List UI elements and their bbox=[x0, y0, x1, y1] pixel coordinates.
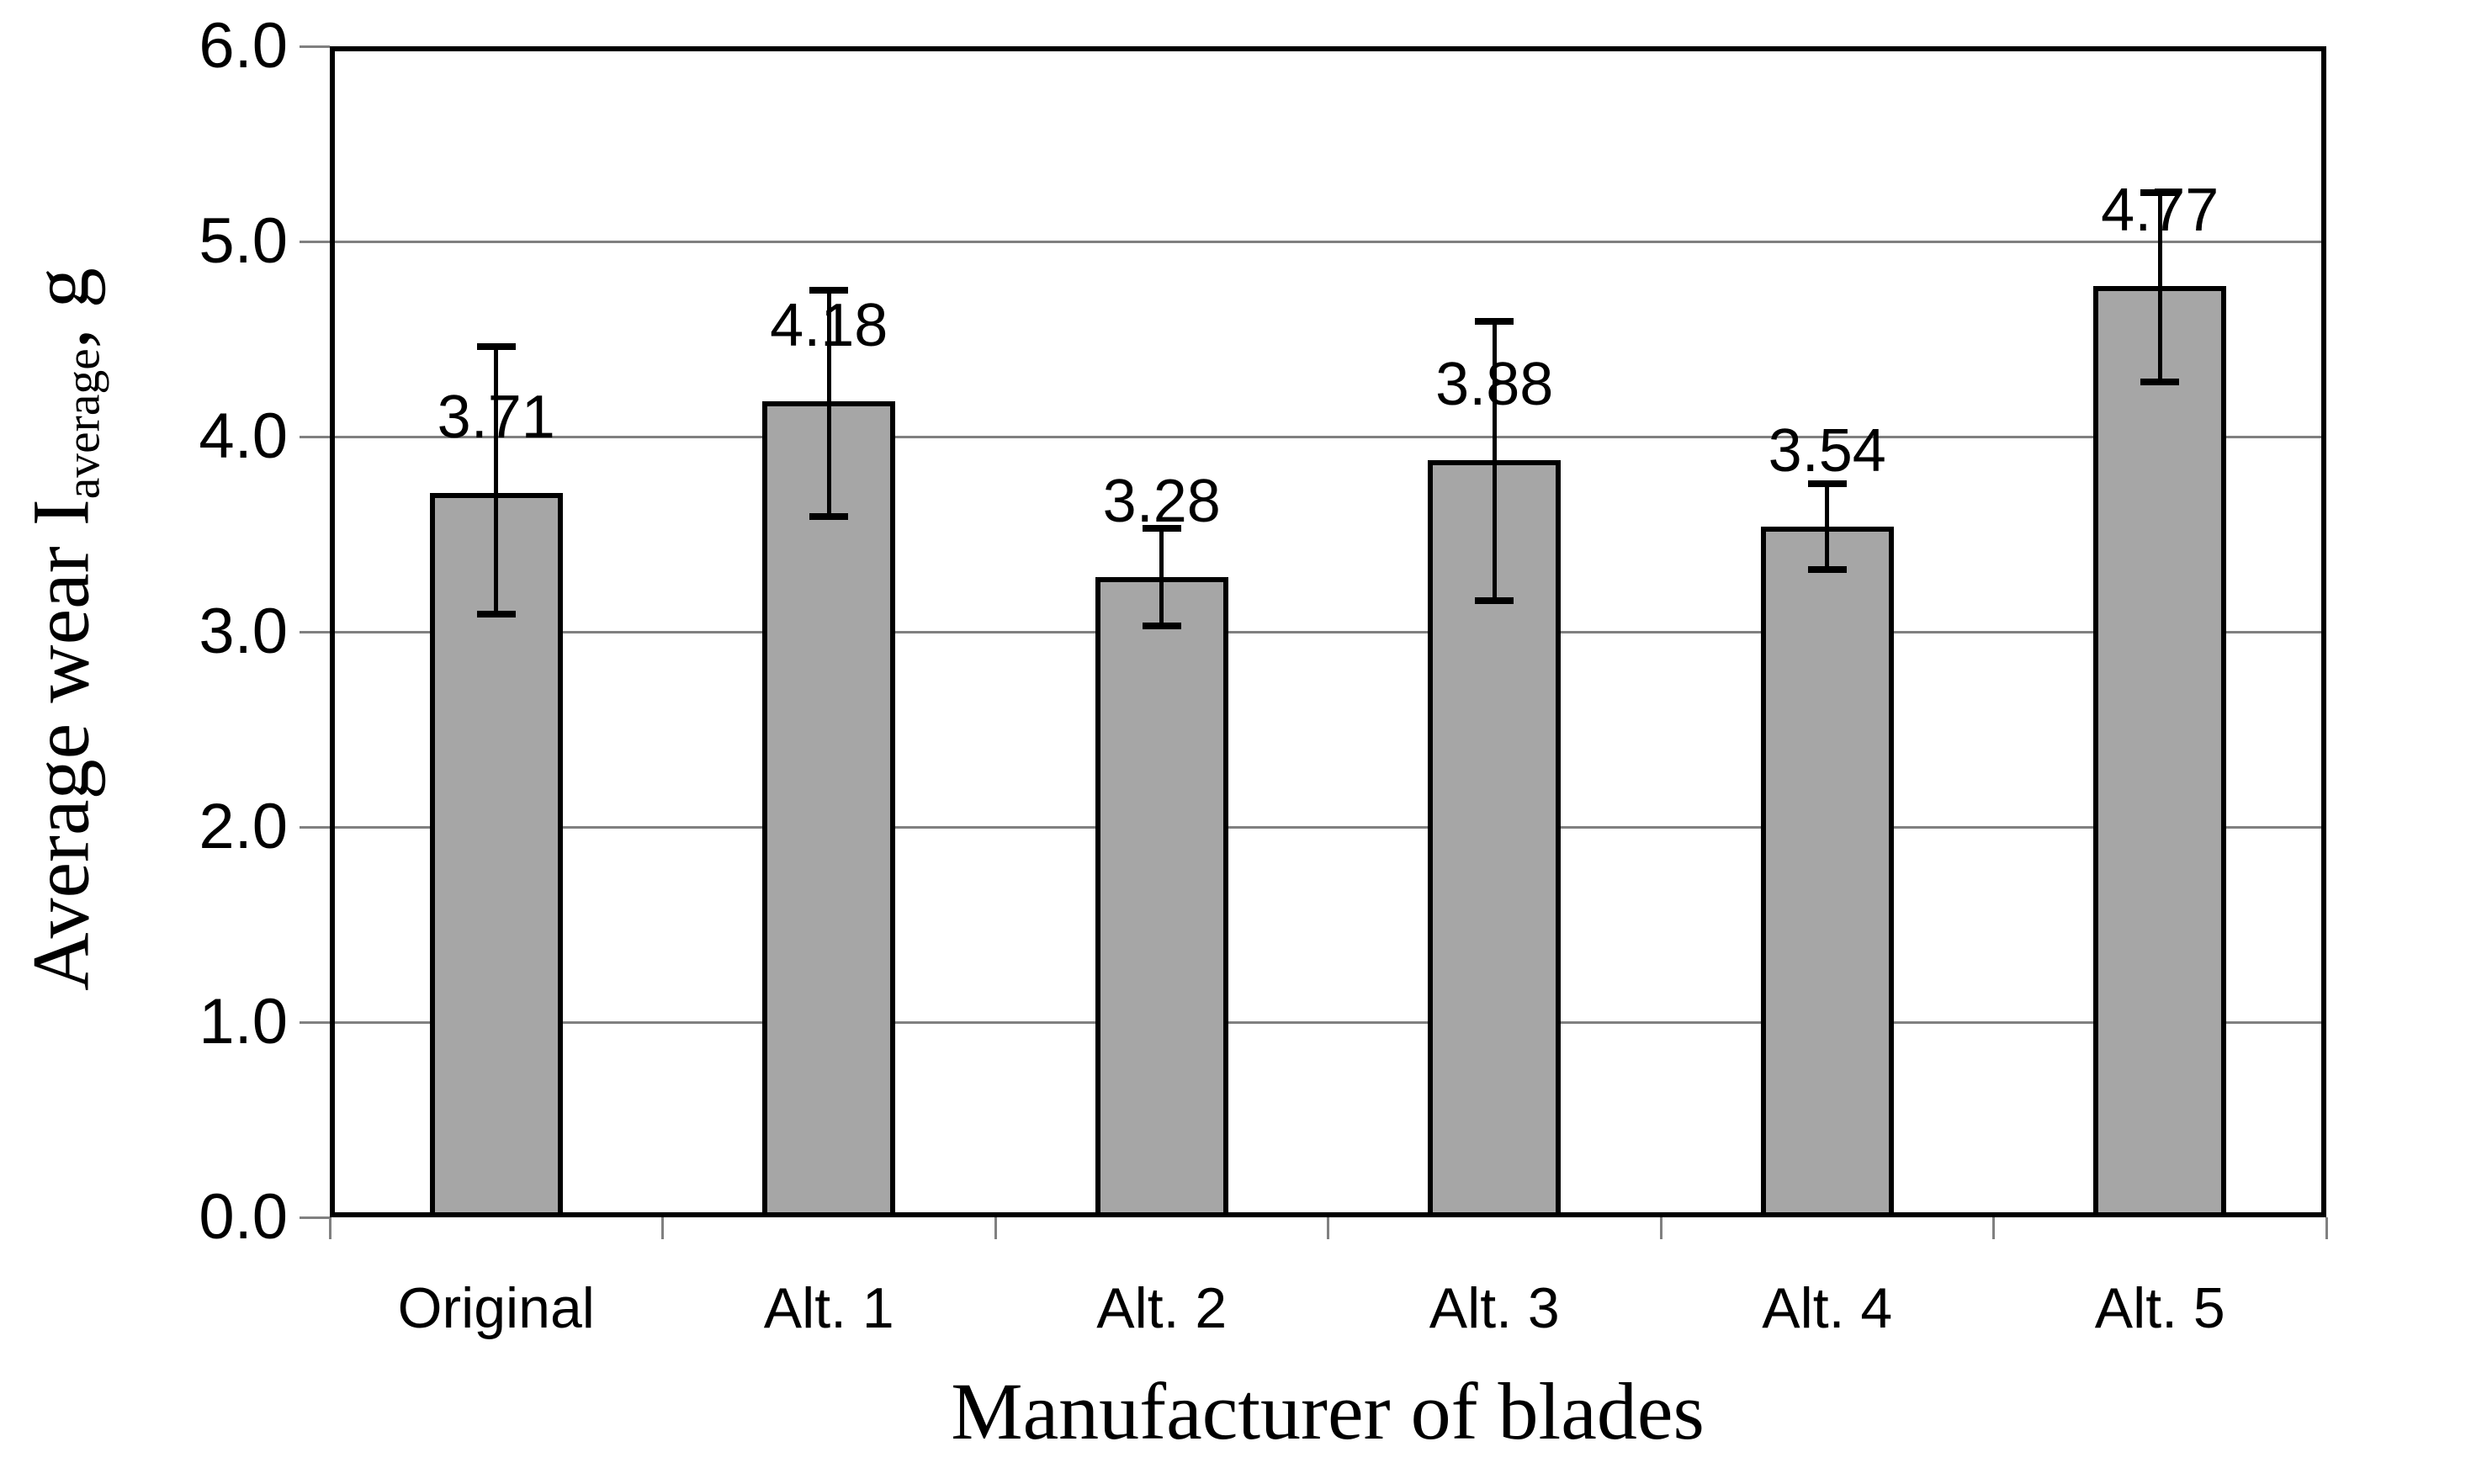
error-bar-whisker bbox=[2157, 193, 2162, 383]
x-tick-label: Alt. 5 bbox=[2094, 1276, 2225, 1340]
error-bar-upper-cap bbox=[1142, 525, 1181, 533]
y-tick-mark bbox=[300, 435, 330, 438]
error-bar-lower-cap bbox=[476, 611, 516, 618]
x-tick-label: Alt. 2 bbox=[1096, 1276, 1228, 1340]
y-tick-mark bbox=[300, 45, 330, 48]
plot-frame bbox=[330, 46, 2326, 1217]
y-tick-mark bbox=[300, 1020, 330, 1024]
error-bar-lower-cap bbox=[1807, 565, 1847, 573]
gridline bbox=[335, 240, 2321, 243]
x-tick-mark bbox=[2325, 1217, 2328, 1239]
error-bar-whisker bbox=[1159, 528, 1164, 627]
x-tick-label: Alt. 1 bbox=[763, 1276, 894, 1340]
y-axis-title-suffix: , g bbox=[15, 268, 106, 349]
bar-value-label: 3.88 bbox=[1435, 350, 1554, 418]
y-tick-mark bbox=[300, 825, 330, 829]
bar bbox=[1095, 577, 1228, 1217]
error-bar-upper-cap bbox=[1807, 480, 1847, 487]
gridline bbox=[335, 1020, 2321, 1024]
error-bar-upper-cap bbox=[476, 343, 516, 351]
bar-value-label: 4.18 bbox=[770, 292, 888, 360]
bar-value-label: 4.77 bbox=[2101, 177, 2219, 245]
error-bar-whisker bbox=[494, 347, 499, 615]
y-tick-label: 1.0 bbox=[199, 986, 288, 1057]
bar-value-label: 3.71 bbox=[437, 384, 555, 452]
y-tick-mark bbox=[300, 630, 330, 633]
x-tick-mark bbox=[1992, 1217, 1995, 1239]
x-tick-mark bbox=[994, 1217, 997, 1239]
y-axis-title-subscript: average bbox=[56, 348, 110, 500]
bar bbox=[1760, 526, 1894, 1217]
gridline bbox=[335, 435, 2321, 438]
y-tick-label: 4.0 bbox=[199, 400, 288, 472]
error-bar-whisker bbox=[1492, 321, 1497, 601]
y-axis-title: Average wear Iaverage, g bbox=[14, 268, 110, 991]
bar-value-label: 3.54 bbox=[1768, 416, 1886, 485]
y-tick-mark bbox=[300, 240, 330, 243]
bar bbox=[429, 493, 563, 1217]
error-bar-upper-cap bbox=[1475, 318, 1514, 326]
bar bbox=[2093, 286, 2227, 1217]
error-bar-lower-cap bbox=[809, 513, 849, 521]
error-bar-whisker bbox=[1825, 483, 1830, 570]
error-bar-whisker bbox=[826, 290, 831, 517]
error-bar-lower-cap bbox=[1142, 623, 1181, 630]
gridline bbox=[335, 825, 2321, 829]
x-tick-mark bbox=[661, 1217, 664, 1239]
y-axis-title-main: Average wear I bbox=[15, 499, 106, 991]
x-tick-label: Alt. 4 bbox=[1762, 1276, 1893, 1340]
x-tick-label: Alt. 3 bbox=[1429, 1276, 1560, 1340]
y-tick-label: 6.0 bbox=[199, 10, 288, 82]
bar-value-label: 3.28 bbox=[1102, 468, 1221, 536]
y-tick-mark bbox=[300, 1216, 330, 1219]
error-bar-lower-cap bbox=[1475, 596, 1514, 604]
y-tick-label: 2.0 bbox=[199, 791, 288, 862]
x-tick-label: Original bbox=[397, 1276, 595, 1340]
error-bar-lower-cap bbox=[2140, 379, 2180, 386]
y-tick-label: 3.0 bbox=[199, 596, 288, 667]
x-tick-mark bbox=[1659, 1217, 1662, 1239]
error-bar-upper-cap bbox=[2140, 189, 2180, 196]
bar bbox=[762, 401, 896, 1217]
x-axis-title: Manufacturer of blades bbox=[951, 1366, 1705, 1456]
error-bar-upper-cap bbox=[809, 287, 849, 294]
y-tick-label: 0.0 bbox=[199, 1181, 288, 1253]
x-tick-mark bbox=[1327, 1217, 1329, 1239]
x-tick-mark bbox=[328, 1217, 331, 1239]
y-tick-label: 5.0 bbox=[199, 205, 288, 277]
gridline bbox=[335, 630, 2321, 633]
